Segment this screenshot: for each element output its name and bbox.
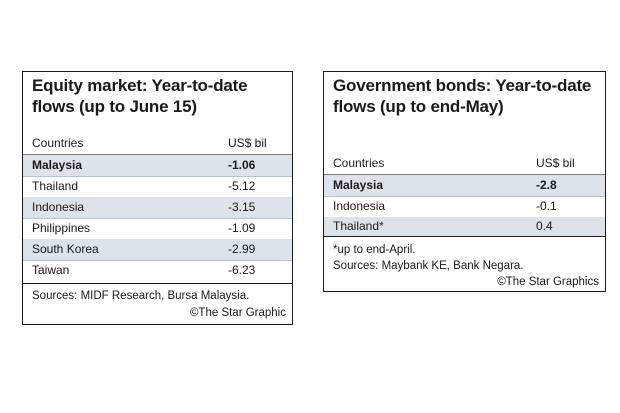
- bonds-row-country: Malaysia: [333, 178, 384, 192]
- table-row: Malaysia -1.06: [23, 155, 292, 177]
- equity-row-value: -5.12: [228, 179, 256, 193]
- bond-flows-table-panel: Government bonds: Year-to-date flows (up…: [323, 71, 606, 292]
- bonds-table-title: Government bonds: Year-to-date flows (up…: [333, 76, 592, 116]
- equity-row-value: -1.06: [228, 158, 256, 172]
- equity-header-value: US$ bil: [228, 136, 267, 150]
- equity-footer-divider: [23, 283, 292, 284]
- table-row: Malaysia -2.8: [324, 175, 605, 197]
- bonds-table-header: Countries US$ bil: [324, 152, 605, 175]
- table-row: Taiwan -6.23: [23, 260, 292, 281]
- bonds-credit: ©The Star Graphics: [497, 276, 599, 288]
- equity-row-country: Indonesia: [32, 200, 85, 214]
- equity-row-value: -3.15: [228, 200, 256, 214]
- table-row: Thailand* 0.4: [324, 217, 605, 236]
- equity-row-value: -2.99: [228, 242, 256, 256]
- bonds-sources: Sources: Maybank KE, Bank Negara.: [333, 260, 524, 272]
- bonds-row-value: -2.8: [536, 178, 557, 192]
- equity-row-country: Thailand: [32, 179, 79, 193]
- bonds-header-value: US$ bil: [536, 156, 575, 170]
- equity-row-country: Malaysia: [32, 158, 83, 172]
- bonds-header-countries: Countries: [333, 156, 385, 170]
- bonds-footer-divider: [324, 236, 605, 237]
- table-row: Indonesia -0.1: [324, 196, 605, 218]
- equity-row-country: Taiwan: [32, 263, 70, 277]
- equity-sources: Sources: MIDF Research, Bursa Malaysia.: [32, 290, 250, 302]
- equity-row-country: South Korea: [32, 242, 99, 256]
- equity-flows-table-panel: Equity market: Year-to-date flows (up to…: [22, 71, 293, 325]
- equity-table-title: Equity market: Year-to-date flows (up to…: [32, 76, 248, 116]
- bonds-row-value: 0.4: [536, 219, 553, 233]
- equity-row-value: -1.09: [228, 221, 256, 235]
- equity-credit: ©The Star Graphic: [189, 307, 286, 319]
- table-row: South Korea -2.99: [23, 239, 292, 261]
- table-row: Indonesia -3.15: [23, 197, 292, 219]
- table-row: Philippines -1.09: [23, 218, 292, 240]
- equity-row-country: Philippines: [32, 221, 91, 235]
- equity-header-countries: Countries: [32, 136, 84, 150]
- bonds-row-country: Indonesia: [333, 199, 386, 213]
- table-row: Thailand -5.12: [23, 176, 292, 198]
- bonds-row-country: Thailand*: [333, 219, 384, 233]
- bonds-note: *up to end-April.: [333, 244, 416, 256]
- equity-table-header: Countries US$ bil: [23, 132, 292, 155]
- equity-row-value: -6.23: [228, 263, 256, 277]
- bonds-row-value: -0.1: [536, 199, 557, 213]
